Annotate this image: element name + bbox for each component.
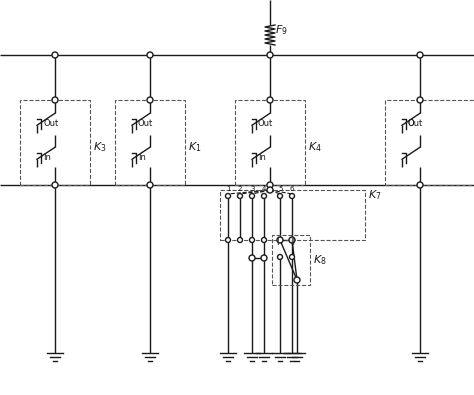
Circle shape xyxy=(267,97,273,103)
Text: 2: 2 xyxy=(238,186,242,192)
Circle shape xyxy=(52,182,58,188)
Circle shape xyxy=(261,255,267,261)
Bar xyxy=(235,100,305,185)
Circle shape xyxy=(226,194,230,199)
Text: 3: 3 xyxy=(250,186,255,192)
Text: $K_7$: $K_7$ xyxy=(368,188,382,202)
Text: In: In xyxy=(138,153,146,162)
Text: In: In xyxy=(258,153,266,162)
Circle shape xyxy=(290,237,294,243)
Text: $K_3$: $K_3$ xyxy=(93,140,107,154)
Circle shape xyxy=(277,254,283,260)
Bar xyxy=(20,100,90,185)
Text: Out: Out xyxy=(138,119,153,128)
Bar xyxy=(385,100,474,185)
Circle shape xyxy=(267,52,273,58)
Circle shape xyxy=(237,194,243,199)
Circle shape xyxy=(417,182,423,188)
Circle shape xyxy=(417,97,423,103)
Text: 1: 1 xyxy=(226,186,230,192)
Text: I: I xyxy=(276,238,279,247)
Circle shape xyxy=(52,52,58,58)
Circle shape xyxy=(289,237,295,243)
Text: Out: Out xyxy=(408,119,423,128)
Text: II: II xyxy=(290,238,295,247)
Text: In: In xyxy=(43,153,51,162)
Circle shape xyxy=(249,194,255,199)
Circle shape xyxy=(290,194,294,199)
Circle shape xyxy=(277,194,283,199)
Circle shape xyxy=(277,237,283,243)
Circle shape xyxy=(249,237,255,243)
Text: $K_1$: $K_1$ xyxy=(188,140,201,154)
Circle shape xyxy=(262,237,266,243)
Circle shape xyxy=(417,52,423,58)
Circle shape xyxy=(267,182,273,188)
Text: $K_8$: $K_8$ xyxy=(313,253,327,267)
Circle shape xyxy=(237,237,243,243)
Circle shape xyxy=(147,182,153,188)
Bar xyxy=(272,235,310,285)
Text: 5: 5 xyxy=(278,186,283,192)
Circle shape xyxy=(294,277,300,283)
Bar xyxy=(115,100,185,185)
Circle shape xyxy=(147,97,153,103)
Text: $K_4$: $K_4$ xyxy=(308,140,322,154)
Circle shape xyxy=(262,194,266,199)
Text: $F_9$: $F_9$ xyxy=(275,23,288,37)
Text: O: O xyxy=(408,119,415,128)
Bar xyxy=(220,190,365,240)
Circle shape xyxy=(226,237,230,243)
Circle shape xyxy=(52,97,58,103)
Circle shape xyxy=(290,254,294,260)
Circle shape xyxy=(249,255,255,261)
Text: 6: 6 xyxy=(290,186,294,192)
Circle shape xyxy=(267,187,273,193)
Text: Out: Out xyxy=(43,119,58,128)
Text: Out: Out xyxy=(258,119,273,128)
Circle shape xyxy=(277,237,283,243)
Circle shape xyxy=(147,52,153,58)
Text: 4: 4 xyxy=(262,186,266,192)
